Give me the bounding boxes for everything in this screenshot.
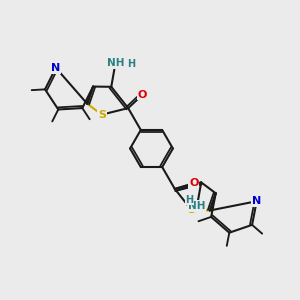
Text: NH: NH <box>188 201 205 211</box>
Text: H: H <box>185 195 194 205</box>
Text: S: S <box>188 205 196 215</box>
Text: N: N <box>51 63 61 73</box>
Text: O: O <box>189 178 199 188</box>
Text: NH: NH <box>107 58 125 68</box>
Text: H: H <box>127 58 135 69</box>
Text: S: S <box>98 110 106 120</box>
Text: N: N <box>252 196 261 206</box>
Text: O: O <box>138 90 147 100</box>
